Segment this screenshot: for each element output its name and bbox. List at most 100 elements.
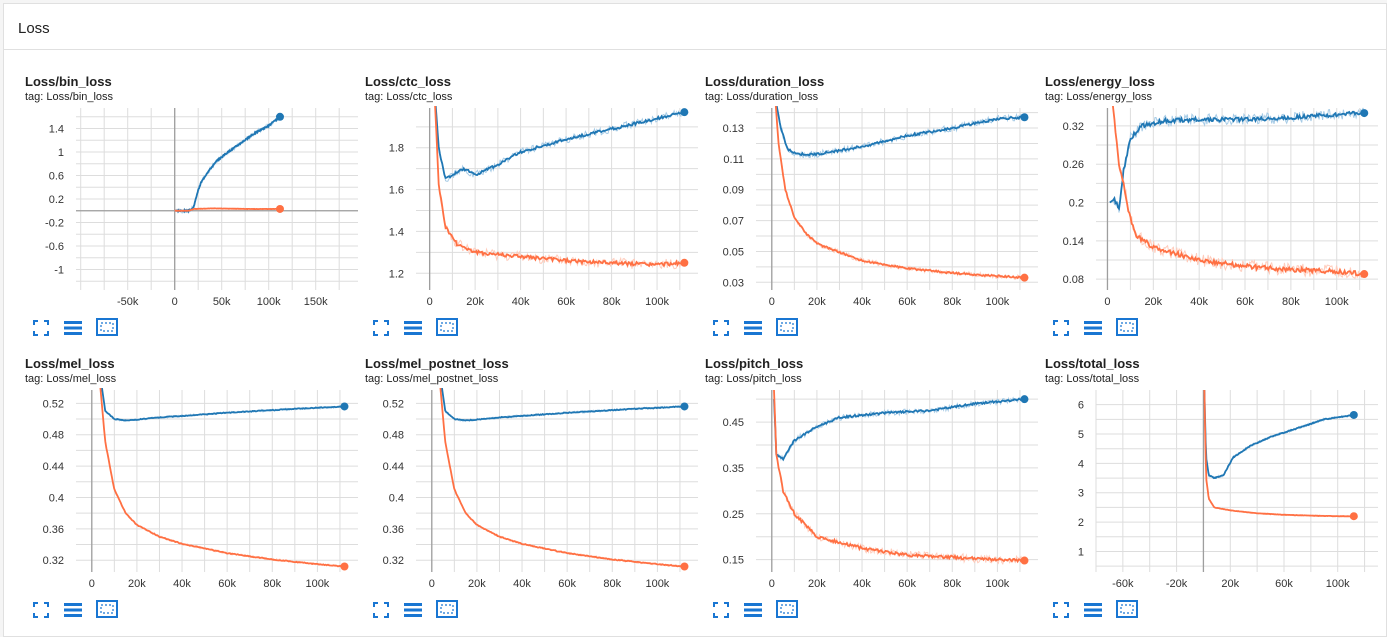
series-end-marker — [680, 108, 689, 117]
fit-domain-icon[interactable] — [33, 602, 55, 622]
toggle-log-scale-icon[interactable] — [64, 602, 86, 622]
y-tick-label: 0.2 — [1069, 198, 1084, 210]
series-smoothed-line — [174, 207, 280, 212]
chart-title: Loss/energy_loss — [1045, 74, 1155, 89]
series-smoothed-line — [773, 389, 1025, 564]
x-tick-label: 40k — [853, 578, 871, 590]
series-smoothed-line — [174, 116, 281, 214]
line-chart[interactable]: 0 20k 40k 60k 80k 100k 0.52 0.48 0.44 0.4 0.36 0.32 — [344, 286, 704, 590]
line-chart[interactable]: -60k -20k 20k 60k 100k 6 5 4 3 2 1 — [1024, 286, 1384, 590]
toggle-log-scale-icon[interactable] — [1084, 320, 1106, 340]
x-tick-label: 60k — [1275, 578, 1293, 590]
expand-chart-icon[interactable] — [1116, 318, 1138, 338]
fit-domain-icon[interactable] — [1053, 320, 1075, 340]
x-tick-label: 0 — [1104, 296, 1110, 308]
series-raw-line — [434, 106, 685, 270]
x-tick-label: 80k — [943, 578, 961, 590]
series-end-marker — [680, 258, 689, 267]
line-chart[interactable]: 0 20k 40k 60k 80k 100k 1.8 1.6 1.4 1.2 — [344, 4, 704, 308]
y-tick-label: 1.6 — [389, 185, 404, 197]
chart-toolbar — [373, 318, 473, 340]
series-end-marker — [275, 112, 284, 121]
toggle-log-scale-icon[interactable] — [744, 602, 766, 622]
chart-card: Loss/mel_postnet_loss tag: Loss/mel_postn… — [344, 286, 698, 618]
fit-domain-icon[interactable] — [1053, 602, 1075, 622]
expand-chart-icon[interactable] — [1116, 600, 1138, 620]
series-smoothed-line — [99, 388, 346, 568]
line-chart[interactable]: 0 20k 40k 60k 80k 100k 0.45 0.35 0.25 0.15 — [684, 286, 1044, 590]
expand-chart-icon[interactable] — [776, 600, 798, 620]
toggle-log-scale-icon[interactable] — [744, 320, 766, 340]
x-tick-label: 100k — [645, 296, 669, 308]
series-end-marker — [1349, 512, 1358, 521]
x-tick-label: 80k — [603, 296, 621, 308]
y-tick-label: 0.03 — [723, 277, 744, 289]
chart-title: Loss/total_loss — [1045, 356, 1140, 371]
expand-chart-icon[interactable] — [96, 600, 118, 620]
toggle-log-scale-icon[interactable] — [404, 320, 426, 340]
section-header[interactable]: Loss — [4, 4, 1387, 50]
series-end-marker — [340, 402, 349, 411]
chart-tag: tag: Loss/duration_loss — [705, 91, 819, 103]
toggle-log-scale-icon[interactable] — [404, 602, 426, 622]
chart-tag: tag: Loss/mel_postnet_loss — [365, 373, 499, 385]
x-tick-label: 60k — [898, 296, 916, 308]
y-tick-label: 0.45 — [723, 417, 744, 429]
y-tick-label: 5 — [1078, 429, 1084, 441]
series-end-marker — [275, 204, 284, 213]
fit-domain-icon[interactable] — [713, 320, 735, 340]
x-tick-label: 20k — [128, 578, 146, 590]
y-tick-label: 3 — [1078, 488, 1084, 500]
expand-chart-icon[interactable] — [436, 600, 458, 620]
expand-chart-icon[interactable] — [436, 318, 458, 338]
y-tick-label: -0.2 — [45, 217, 64, 229]
toggle-log-scale-icon[interactable] — [1084, 602, 1106, 622]
y-tick-label: 0.2 — [49, 194, 64, 206]
line-chart[interactable]: 0 20k 40k 60k 80k 100k 0.32 0.26 0.2 0.14 0.08 — [1024, 4, 1384, 308]
series-smoothed-line — [1109, 110, 1365, 211]
toggle-log-scale-icon[interactable] — [64, 320, 86, 340]
y-tick-label: 0.11 — [723, 154, 744, 166]
series-smoothed-line — [1112, 106, 1365, 278]
expand-chart-icon[interactable] — [776, 318, 798, 338]
y-tick-label: 0.26 — [1063, 159, 1084, 171]
y-tick-label: 1.2 — [389, 268, 404, 280]
x-tick-label: 40k — [173, 578, 191, 590]
y-tick-label: 1.4 — [389, 226, 404, 238]
chart-tag: tag: Loss/total_loss — [1045, 373, 1140, 385]
chart-card: Loss/total_loss tag: Loss/total_loss -60k -… — [1024, 286, 1378, 618]
x-tick-label: 100k — [1326, 578, 1350, 590]
series-end-marker — [1020, 273, 1029, 282]
y-tick-label: 4 — [1078, 458, 1084, 470]
fit-domain-icon[interactable] — [33, 320, 55, 340]
fit-domain-icon[interactable] — [373, 602, 395, 622]
chart-title: Loss/pitch_loss — [705, 356, 804, 371]
series-smoothed-line — [773, 397, 1025, 462]
fit-domain-icon[interactable] — [713, 602, 735, 622]
chart-card: Loss/ctc_loss tag: Loss/ctc_loss 0 20k 40k 60… — [344, 4, 698, 336]
chart-tag: tag: Loss/energy_loss — [1045, 91, 1153, 103]
series-smoothed-line — [775, 106, 1026, 157]
x-tick-label: 0 — [89, 578, 95, 590]
x-tick-label: 40k — [1190, 296, 1208, 308]
line-chart[interactable]: 0 20k 40k 60k 80k 100k 0.13 0.11 0.09 0.07 0.05 0.0… — [684, 4, 1044, 308]
x-tick-label: 100k — [257, 296, 281, 308]
y-tick-label: 0.32 — [383, 555, 404, 567]
y-tick-label: 0.36 — [383, 524, 404, 536]
line-chart[interactable]: 0 20k 40k 60k 80k 100k 0.52 0.48 0.44 0.4 0.36 0.32 — [4, 286, 364, 590]
expand-chart-icon[interactable] — [96, 318, 118, 338]
chart-card: Loss/energy_loss tag: Loss/energy_loss 0 20… — [1024, 4, 1378, 336]
y-tick-label: 0.48 — [383, 430, 404, 442]
chart-title: Loss/mel_loss — [25, 356, 115, 371]
chart-toolbar — [373, 600, 473, 622]
y-tick-label: 1 — [1078, 546, 1084, 558]
y-tick-label: -0.6 — [45, 241, 64, 253]
y-tick-label: 0.4 — [49, 492, 64, 504]
section-title: Loss — [18, 20, 50, 37]
series-end-marker — [340, 562, 349, 571]
y-tick-label: 0.52 — [43, 398, 64, 410]
x-tick-label: 20k — [466, 296, 484, 308]
line-chart[interactable]: -50k 0 50k 100k 150k 1.4 1 0.6 0.2 -0.2 -0.6 -1 — [4, 4, 364, 308]
y-tick-label: 0.44 — [43, 461, 64, 473]
fit-domain-icon[interactable] — [373, 320, 395, 340]
